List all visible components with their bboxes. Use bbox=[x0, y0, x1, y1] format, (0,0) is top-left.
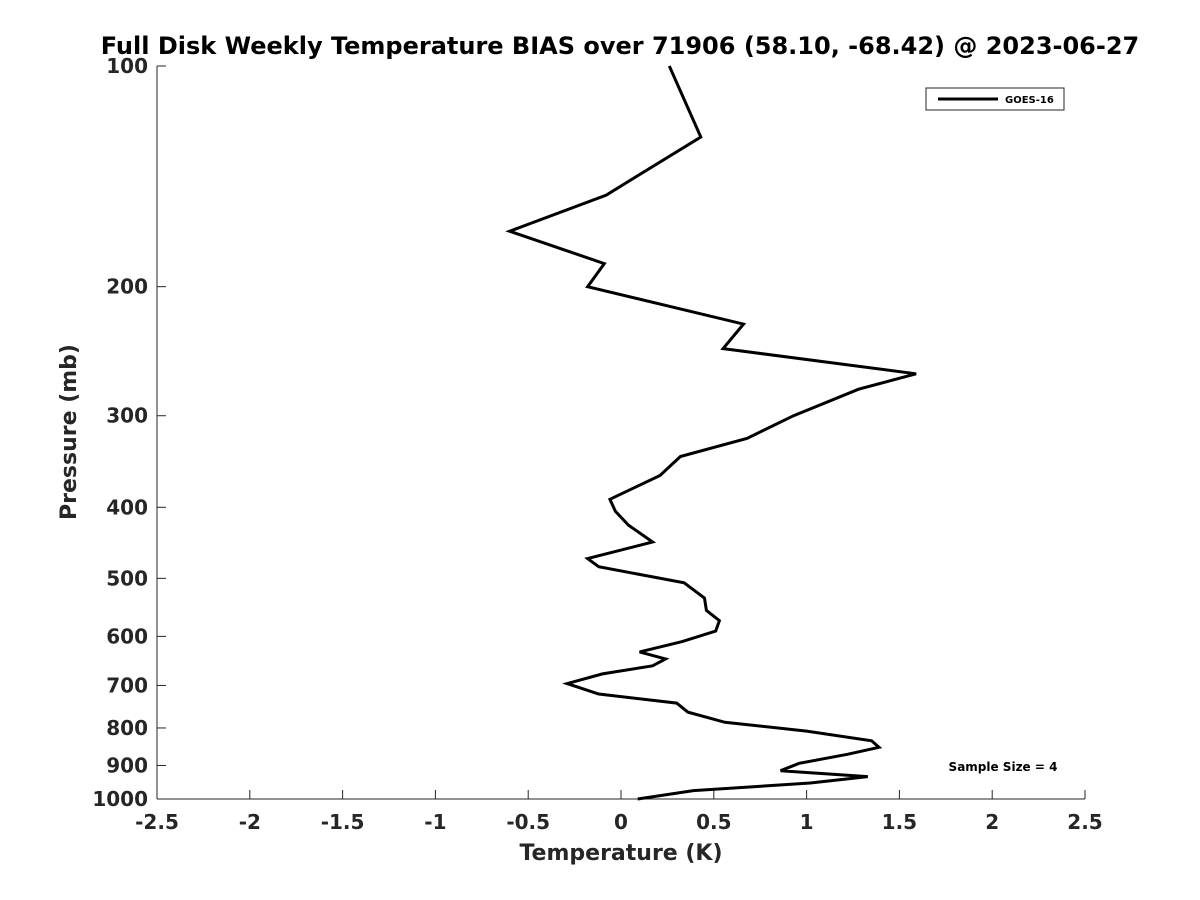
x-tick-label: 1 bbox=[800, 810, 814, 834]
plot-area bbox=[156, 66, 1085, 800]
y-tick-label: 800 bbox=[106, 716, 148, 740]
chart-title: Full Disk Weekly Temperature BIAS over 7… bbox=[101, 32, 1140, 60]
series-line-goes16 bbox=[505, 65, 917, 801]
x-tick-label: 1.5 bbox=[882, 810, 917, 834]
x-tick-label: 2 bbox=[985, 810, 999, 834]
y-tick-label: 400 bbox=[106, 495, 148, 519]
y-tick-label: 500 bbox=[106, 566, 148, 590]
x-tick-label: -0.5 bbox=[506, 810, 550, 834]
x-tick-label: -2 bbox=[239, 810, 261, 834]
sample-size-annotation: Sample Size = 4 bbox=[949, 760, 1058, 774]
y-axis-label: Pressure (mb) bbox=[57, 344, 82, 520]
x-ticks: -2.5 -2 -1.5 -1 -0.5 0 0.5 1 1.5 2 2.5 bbox=[135, 790, 1103, 834]
legend-label-goes16: GOES-16 bbox=[1005, 95, 1054, 106]
x-tick-label: 2.5 bbox=[1067, 810, 1102, 834]
y-tick-label: 1000 bbox=[92, 787, 148, 811]
y-tick-label: 100 bbox=[106, 54, 148, 78]
series-layer bbox=[505, 65, 917, 801]
x-tick-label: -1 bbox=[424, 810, 446, 834]
x-tick-label: 0.5 bbox=[696, 810, 731, 834]
y-tick-label: 300 bbox=[106, 404, 148, 428]
x-axis-label: Temperature (K) bbox=[519, 841, 722, 866]
y-tick-label: 200 bbox=[106, 275, 148, 299]
y-tick-label: 600 bbox=[106, 624, 148, 648]
x-tick-label: 0 bbox=[614, 810, 628, 834]
legend: GOES-16 bbox=[925, 87, 1065, 111]
y-tick-label: 700 bbox=[106, 673, 148, 697]
y-tick-label: 900 bbox=[106, 753, 148, 777]
x-tick-label: -2.5 bbox=[135, 810, 179, 834]
x-tick-label: -1.5 bbox=[321, 810, 365, 834]
y-ticks: 100 200 300 400 500 600 700 800 900 1000 bbox=[92, 54, 166, 811]
